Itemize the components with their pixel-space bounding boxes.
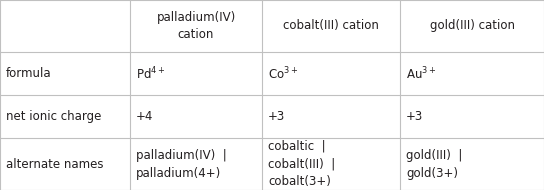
Text: alternate names: alternate names bbox=[6, 158, 103, 170]
Text: Au$^{3+}$: Au$^{3+}$ bbox=[406, 65, 436, 82]
Text: Co$^{3+}$: Co$^{3+}$ bbox=[268, 65, 298, 82]
Text: +3: +3 bbox=[268, 110, 285, 123]
Text: +3: +3 bbox=[406, 110, 423, 123]
Text: cobalt(III) cation: cobalt(III) cation bbox=[283, 20, 379, 32]
Text: gold(III)  |
gold(3+): gold(III) | gold(3+) bbox=[406, 149, 462, 180]
Text: palladium(IV)
cation: palladium(IV) cation bbox=[156, 11, 236, 41]
Text: formula: formula bbox=[6, 67, 52, 80]
Text: cobaltic  |
cobalt(III)  |
cobalt(3+): cobaltic | cobalt(III) | cobalt(3+) bbox=[268, 139, 335, 188]
Text: gold(III) cation: gold(III) cation bbox=[430, 20, 515, 32]
Text: net ionic charge: net ionic charge bbox=[6, 110, 101, 123]
Text: Pd$^{4+}$: Pd$^{4+}$ bbox=[136, 65, 165, 82]
Text: +4: +4 bbox=[136, 110, 153, 123]
Text: palladium(IV)  |
palladium(4+): palladium(IV) | palladium(4+) bbox=[136, 149, 227, 180]
